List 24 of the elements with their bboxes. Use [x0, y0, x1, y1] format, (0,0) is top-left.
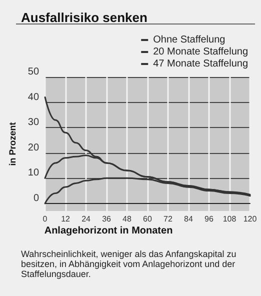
x-tick-label: 36: [102, 214, 112, 224]
x-axis-title: Anlagehorizont in Monaten: [44, 226, 173, 236]
legend-label: Ohne Staffelung: [153, 34, 226, 46]
y-tick-label: 10: [28, 168, 40, 179]
y-tick-label: 50: [28, 66, 40, 78]
text: Wahrscheinlichkeit, weniger als das Anfangskapital zu besitzen, in Abhängigkeit vom Anlagehorizont und der Staffelungsdauer.: [21, 249, 239, 279]
x-tick-label: 72: [164, 214, 174, 224]
legend-label: 47 Monate Staffelung: [153, 58, 248, 70]
x-tick-label: 24: [82, 214, 92, 224]
x-tick-label: 120: [243, 214, 258, 224]
y-tick-label: 30: [28, 117, 40, 128]
y-axis-title: in Prozent: [8, 122, 18, 166]
x-tick-label: 84: [184, 214, 194, 224]
legend-label: 20 Monate Staffelung: [153, 46, 248, 58]
y-tick-label: 0: [33, 192, 40, 204]
x-tick-label: 108: [222, 214, 237, 224]
y-tick-label: 20: [28, 142, 40, 154]
chart-title: Ausfallrisiko senken: [21, 10, 148, 25]
x-tick-label: 48: [122, 214, 132, 224]
x-tick-label: 12: [61, 214, 71, 224]
x-tick-label: 0: [42, 214, 48, 224]
y-tick-label: 40: [28, 92, 40, 103]
x-tick-label: 96: [204, 214, 214, 224]
x-tick-label: 60: [143, 214, 153, 224]
